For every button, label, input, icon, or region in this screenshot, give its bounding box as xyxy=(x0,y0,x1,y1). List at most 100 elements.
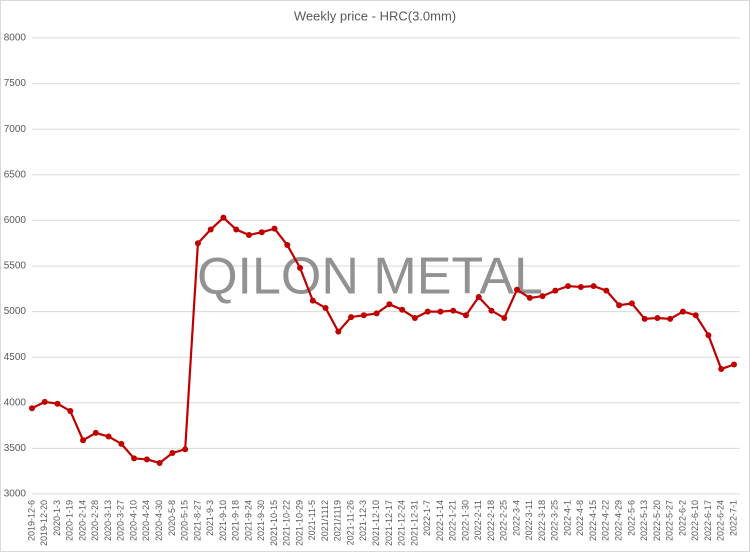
y-tick-label: 3000 xyxy=(4,489,27,500)
point xyxy=(194,240,201,247)
x-tick-label: 2020-5-8 xyxy=(167,500,177,536)
point xyxy=(105,433,112,440)
point xyxy=(322,304,329,311)
x-tick-label: 2022-2-25 xyxy=(499,500,509,541)
point xyxy=(207,226,214,233)
x-tick-label: 2019-12-6 xyxy=(26,500,36,541)
x-tick-label: 2022-1-7 xyxy=(422,500,432,536)
point xyxy=(718,366,725,373)
point xyxy=(731,361,737,368)
x-tick-label: 2022-6-24 xyxy=(716,500,726,541)
point xyxy=(539,293,546,300)
x-tick-label: 2020-1-19 xyxy=(65,500,75,541)
x-tick-label: 2020-4-10 xyxy=(128,500,138,541)
point xyxy=(67,408,74,415)
x-tick-label: 2021-9-18 xyxy=(231,500,241,541)
y-tick-label: 5000 xyxy=(4,306,27,317)
y-tick-label: 7500 xyxy=(4,78,27,89)
y-tick-label: 8000 xyxy=(4,33,27,44)
y-tick-label: 3500 xyxy=(4,443,27,454)
x-tick-label: 2020-2-14 xyxy=(77,500,87,541)
x-tick-label: 2022-4-29 xyxy=(614,500,624,541)
point xyxy=(41,398,48,405)
y-tick-label: 4500 xyxy=(4,352,27,363)
x-tick-label: 2022-7-1 xyxy=(728,500,738,536)
x-tick-label: 2022-6-2 xyxy=(677,500,687,536)
x-tick-label: 2022-3-25 xyxy=(550,500,560,541)
point xyxy=(348,314,355,321)
x-tick-label: 2022-5-20 xyxy=(652,500,662,541)
point xyxy=(143,456,150,463)
watermark: QILON METAL xyxy=(197,248,543,306)
x-tick-label: 2021-10-29 xyxy=(294,500,304,546)
x-tick-label: 2021-11-5 xyxy=(307,500,317,540)
x-tick-label: 2021/1112 xyxy=(320,500,330,541)
x-tick-label: 2022-4-8 xyxy=(575,500,585,536)
x-tick-label: 2021-10-15 xyxy=(269,500,279,546)
point xyxy=(475,294,482,301)
point xyxy=(679,308,686,315)
point xyxy=(118,440,125,447)
x-tick-label: 2020-5-15 xyxy=(180,500,190,541)
x-tick-label: 2022-5-27 xyxy=(665,500,675,541)
point xyxy=(577,283,584,290)
x-tick-label: 2022-2-18 xyxy=(486,500,496,541)
point xyxy=(488,307,495,314)
point xyxy=(386,301,393,308)
point xyxy=(80,437,87,444)
x-tick-label: 2021-9-24 xyxy=(243,500,253,541)
point xyxy=(705,332,712,339)
point xyxy=(335,328,342,335)
point xyxy=(514,286,521,293)
x-tick-label: 2021/1119 xyxy=(333,500,343,541)
x-tick-label: 2020-4-30 xyxy=(154,500,164,541)
x-tick-label: 2022-3-11 xyxy=(524,500,534,540)
point xyxy=(373,310,380,317)
x-tick-label: 2021-12-17 xyxy=(384,500,394,546)
point xyxy=(182,446,189,453)
y-tick-label: 6000 xyxy=(4,215,27,226)
x-tick-label: 2022-3-4 xyxy=(511,500,521,536)
point xyxy=(641,315,648,322)
x-tick-label: 2022-4-22 xyxy=(601,500,611,541)
point xyxy=(297,264,304,271)
point xyxy=(169,449,176,456)
x-tick-label: 2022-1-14 xyxy=(435,500,445,541)
point xyxy=(526,294,533,301)
x-tick-label: 2021-11-26 xyxy=(345,500,355,545)
point xyxy=(399,306,406,313)
point xyxy=(450,307,457,314)
x-tick-label: 2021-12-10 xyxy=(371,500,381,546)
point xyxy=(156,459,163,466)
x-tick-label: 2021-12-3 xyxy=(358,500,368,541)
x-tick-label: 2021-9-30 xyxy=(256,500,266,541)
x-tick-label: 2021-9-3 xyxy=(205,500,215,536)
x-tick-label: 2022-6-10 xyxy=(690,500,700,541)
point xyxy=(284,242,291,249)
x-tick-label: 2019-12-20 xyxy=(39,500,49,546)
point xyxy=(462,312,469,319)
point xyxy=(667,315,674,322)
x-tick-label: 2022-4-1 xyxy=(562,500,572,536)
point xyxy=(552,287,559,294)
x-tick-label: 2022-6-17 xyxy=(703,500,713,541)
point xyxy=(692,312,699,319)
point xyxy=(245,231,252,238)
x-tick-label: 2022-3-18 xyxy=(537,500,547,541)
x-tick-label: 2021-10-22 xyxy=(282,500,292,546)
y-tick-label: 7000 xyxy=(4,124,27,135)
x-tick-label: 2020-3-13 xyxy=(103,500,113,541)
x-tick-label: 2021-8-27 xyxy=(192,500,202,541)
point xyxy=(54,400,61,407)
point xyxy=(411,314,418,321)
point xyxy=(437,308,444,315)
x-tick-label: 2022-2-11 xyxy=(473,500,483,540)
x-tick-label: 2022-4-15 xyxy=(588,500,598,541)
point xyxy=(309,297,316,304)
point xyxy=(271,225,278,232)
y-tick-label: 4000 xyxy=(4,397,27,408)
x-tick-label: 2021-9-10 xyxy=(218,500,228,541)
point xyxy=(603,287,610,294)
point xyxy=(616,302,623,309)
